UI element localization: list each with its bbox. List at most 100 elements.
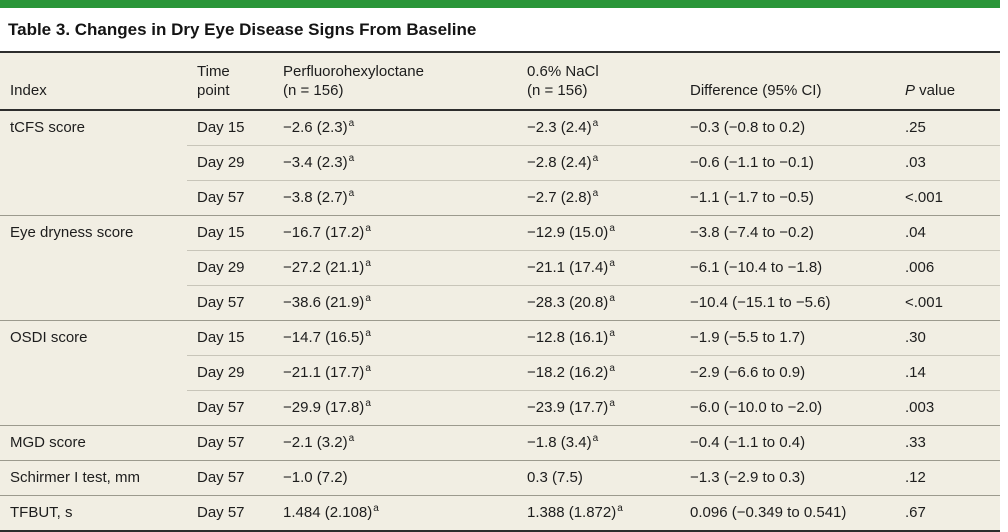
pvalue-cell-text: .14 <box>905 364 926 381</box>
pvalue-cell: .33 <box>895 425 1000 461</box>
nacl-value-cell-text: 0.3 (7.5) <box>527 469 583 486</box>
index-cell <box>0 251 187 286</box>
pfh-value-cell-text: −21.1 (17.7) <box>283 364 365 381</box>
difference-cell-text: −1.3 (−2.9 to 0.3) <box>690 469 806 486</box>
footnote-marker: a <box>609 293 615 304</box>
index-cell <box>0 356 187 391</box>
dry-eye-signs-table: Index Time point Perfluorohexyloctane (n… <box>0 51 1000 532</box>
index-cell: OSDI score <box>0 320 187 356</box>
footnote-marker: a <box>609 398 615 409</box>
difference-cell: −1.1 (−1.7 to −0.5) <box>680 180 895 216</box>
index-cell-text: Schirmer I test, mm <box>10 469 141 486</box>
table-row: OSDI score Day 15 −14.7 (16.5)a −12.8 (16.1… <box>0 320 1000 356</box>
pfh-value-cell: −14.7 (16.5)a <box>273 320 517 356</box>
pvalue-cell: .12 <box>895 460 1000 496</box>
pvalue-cell: .14 <box>895 355 1000 391</box>
nacl-value-cell-text: −12.9 (15.0) <box>527 224 609 241</box>
index-cell <box>0 181 187 216</box>
difference-cell-text: 0.096 (−0.349 to 0.541) <box>690 504 847 521</box>
pvalue-cell-text: .12 <box>905 469 926 486</box>
index-cell-text: OSDI score <box>10 329 88 347</box>
footnote-marker: a <box>365 258 371 269</box>
pfh-value-cell: −21.1 (17.7)a <box>273 355 517 391</box>
timepoint-cell-text: Day 57 <box>197 434 245 451</box>
pvalue-cell: .25 <box>895 110 1000 146</box>
nacl-value-cell-text: −2.8 (2.4) <box>527 154 592 171</box>
footnote-marker: a <box>348 118 355 129</box>
table-row: Day 57 −3.8 (2.7)a −2.7 (2.8)a −1.1 (−1.7 t… <box>0 180 1000 216</box>
pvalue-cell-text: .04 <box>905 224 926 241</box>
difference-cell-text: −10.4 (−15.1 to −5.6) <box>690 294 831 311</box>
difference-cell: −0.4 (−1.1 to 0.4) <box>680 425 895 461</box>
pfh-value-cell-text: −1.0 (7.2) <box>283 469 348 486</box>
index-cell-text: MGD score <box>10 434 86 451</box>
index-cell: Eye dryness score <box>0 215 187 251</box>
difference-cell: −1.9 (−5.5 to 1.7) <box>680 320 895 356</box>
timepoint-cell: Day 29 <box>187 355 273 391</box>
nacl-value-cell-text: −28.3 (20.8) <box>527 294 609 311</box>
pvalue-cell: .003 <box>895 390 1000 426</box>
footnote-marker: a <box>592 118 599 129</box>
nacl-value-cell-text: 1.388 (1.872) <box>527 504 617 521</box>
timepoint-cell: Day 15 <box>187 320 273 356</box>
nacl-value-cell-text: −21.1 (17.4) <box>527 259 609 276</box>
column-header-perfluorohexyloctane: Perfluorohexyloctane (n = 156) <box>273 52 517 111</box>
pvalue-cell-text: .33 <box>905 434 926 451</box>
nacl-value-cell-text: −18.2 (16.2) <box>527 364 609 381</box>
pfh-value-cell: −3.8 (2.7)a <box>273 180 517 216</box>
timepoint-cell-text: Day 57 <box>197 189 245 206</box>
footnote-marker: a <box>348 433 355 444</box>
difference-cell-text: −6.0 (−10.0 to −2.0) <box>690 399 823 416</box>
pvalue-cell: .30 <box>895 320 1000 356</box>
nacl-value-cell: −28.3 (20.8)a <box>517 285 680 321</box>
header-row: Index Time point Perfluorohexyloctane (n… <box>0 52 1000 111</box>
timepoint-cell-text: Day 57 <box>197 399 245 416</box>
footnote-marker: a <box>348 188 355 199</box>
footnote-marker: a <box>373 503 379 514</box>
difference-cell-text: −1.9 (−5.5 to 1.7) <box>690 329 806 346</box>
timepoint-cell: Day 29 <box>187 145 273 181</box>
table-row: Day 29 −27.2 (21.1)a −21.1 (17.4)a −6.1 (−1… <box>0 250 1000 286</box>
difference-cell: −3.8 (−7.4 to −0.2) <box>680 215 895 251</box>
difference-cell: 0.096 (−0.349 to 0.541) <box>680 495 895 531</box>
pvalue-cell: .03 <box>895 145 1000 181</box>
nacl-value-cell: −1.8 (3.4)a <box>517 425 680 461</box>
table-row: Eye dryness score Day 15 −16.7 (17.2)a −12.… <box>0 215 1000 251</box>
pfh-value-cell: −1.0 (7.2) <box>273 460 517 496</box>
difference-cell: −0.3 (−0.8 to 0.2) <box>680 110 895 146</box>
table-row: Day 29 −21.1 (17.7)a −18.2 (16.2)a −2.9 (−6… <box>0 355 1000 391</box>
table-body: tCFS score Day 15 −2.6 (2.3)a −2.3 (2.4)a −0… <box>0 110 1000 531</box>
footnote-marker: a <box>365 328 371 339</box>
difference-cell: −1.3 (−2.9 to 0.3) <box>680 460 895 496</box>
difference-cell-text: −2.9 (−6.6 to 0.9) <box>690 364 806 381</box>
difference-cell-text: −0.4 (−1.1 to 0.4) <box>690 434 806 451</box>
pfh-value-cell-text: 1.484 (2.108) <box>283 504 373 521</box>
column-header-index: Index <box>0 52 187 111</box>
index-cell <box>0 391 187 426</box>
difference-cell-text: −3.8 (−7.4 to −0.2) <box>690 224 814 241</box>
index-cell-text: TFBUT, s <box>10 504 73 521</box>
index-cell: Schirmer I test, mm <box>0 460 187 496</box>
pvalue-cell-text: .30 <box>905 329 926 346</box>
nacl-value-cell: 0.3 (7.5) <box>517 460 680 496</box>
table-row: tCFS score Day 15 −2.6 (2.3)a −2.3 (2.4)a −0… <box>0 110 1000 146</box>
footnote-marker: a <box>592 188 599 199</box>
pvalue-cell-text: .003 <box>905 399 935 416</box>
pvalue-cell-text: .67 <box>905 504 926 521</box>
difference-cell: −0.6 (−1.1 to −0.1) <box>680 145 895 181</box>
pfh-value-cell-text: −14.7 (16.5) <box>283 329 365 346</box>
pfh-value-cell-text: −2.6 (2.3) <box>283 119 348 136</box>
footnote-marker: a <box>609 258 615 269</box>
timepoint-cell: Day 29 <box>187 250 273 286</box>
table-row: Day 57 −38.6 (21.9)a −28.3 (20.8)a −10.4 (−… <box>0 285 1000 321</box>
pvalue-cell: <.001 <box>895 285 1000 321</box>
table-row: Day 29 −3.4 (2.3)a −2.8 (2.4)a −0.6 (−1.1 t… <box>0 145 1000 181</box>
pfh-value-cell: 1.484 (2.108)a <box>273 495 517 531</box>
column-header-nacl: 0.6% NaCl (n = 156) <box>517 52 680 111</box>
pfh-value-cell: −29.9 (17.8)a <box>273 390 517 426</box>
nacl-value-cell-text: −23.9 (17.7) <box>527 399 609 416</box>
pvalue-cell-text: <.001 <box>905 294 943 311</box>
nacl-value-cell: −2.8 (2.4)a <box>517 145 680 181</box>
index-cell: tCFS score <box>0 110 187 146</box>
footnote-marker: a <box>365 223 371 234</box>
